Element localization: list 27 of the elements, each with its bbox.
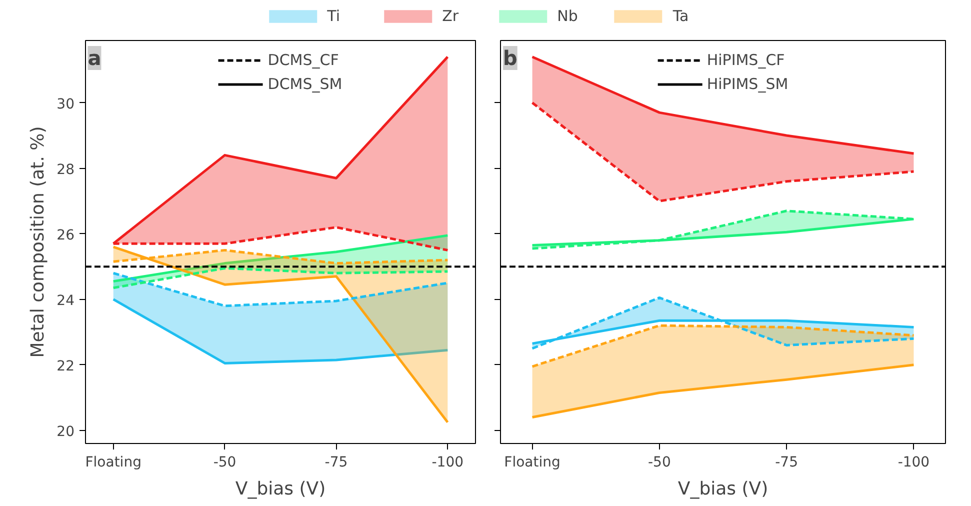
legend-label: DCMS_CF bbox=[268, 51, 339, 69]
x-tick-label: -50 bbox=[648, 454, 671, 470]
y-tick-label: 20 bbox=[56, 424, 75, 440]
legend-label: Zr bbox=[442, 7, 460, 25]
legend-label: DCMS_SM bbox=[268, 75, 342, 93]
legend-label: Ta bbox=[672, 7, 690, 25]
x-axis-title: V_bias (V) bbox=[235, 478, 326, 500]
x-axis-title: V_bias (V) bbox=[678, 478, 768, 500]
y-axis-title: Metal composition (at. %) bbox=[28, 126, 49, 358]
y-tick-label: 30 bbox=[56, 96, 75, 112]
legend-label: Nb bbox=[557, 7, 578, 25]
y-tick-label: 26 bbox=[56, 227, 75, 244]
x-tick-label: Floating bbox=[504, 454, 560, 470]
x-tick-label: -75 bbox=[775, 454, 798, 470]
x-tick-label: -75 bbox=[324, 454, 348, 470]
annotation: b bbox=[503, 46, 518, 70]
x-tick-label: Floating bbox=[85, 454, 142, 470]
y-tick-label: 28 bbox=[56, 162, 75, 178]
y-tick-label: 22 bbox=[56, 358, 75, 374]
legend-label: HiPIMS_CF bbox=[706, 51, 785, 69]
x-tick-label: -100 bbox=[432, 454, 464, 470]
annotation: a bbox=[88, 46, 102, 70]
x-tick-label: -100 bbox=[898, 454, 930, 470]
legend-label: Ti bbox=[327, 7, 341, 25]
y-tick-label: 24 bbox=[56, 292, 75, 309]
x-tick-label: -50 bbox=[213, 454, 236, 470]
legend-label: HiPIMS_SM bbox=[706, 75, 788, 93]
